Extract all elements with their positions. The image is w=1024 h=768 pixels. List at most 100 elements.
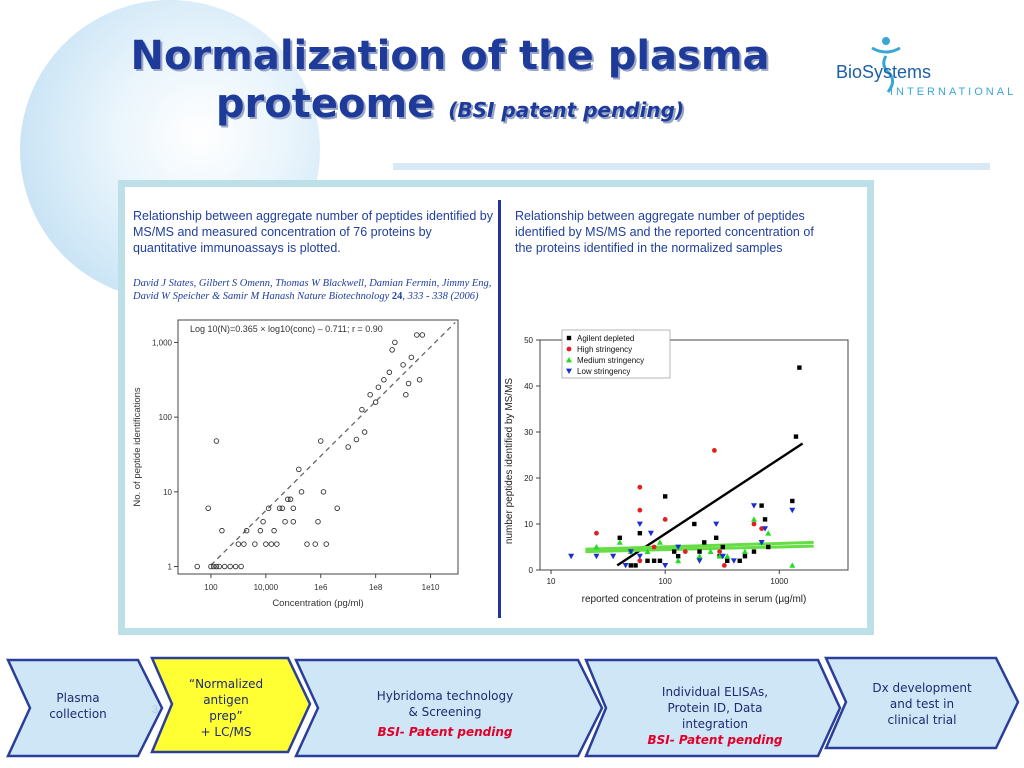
step-5-line-3: clinical trial bbox=[887, 713, 957, 727]
step-2-line-4: + LC/MS bbox=[200, 725, 252, 739]
chart1-point bbox=[274, 541, 280, 547]
chart1-point bbox=[304, 541, 310, 547]
chart2-point-square bbox=[662, 494, 668, 499]
chart1-point bbox=[419, 332, 426, 338]
chart1-point bbox=[271, 527, 277, 534]
chart2-point-triangle-down bbox=[622, 563, 629, 569]
chart1-point bbox=[290, 518, 297, 525]
chart2-y-tick-label: 10 bbox=[524, 520, 533, 529]
chart2-point-triangle-down bbox=[636, 553, 643, 560]
chart2-x-axis-label: reported concentration of proteins in se… bbox=[582, 594, 807, 605]
chart2-point-square bbox=[672, 549, 677, 554]
chart1-point bbox=[386, 369, 393, 376]
chart2-point-triangle-down bbox=[696, 558, 703, 564]
citation-pages: , 333 - 338 (2006) bbox=[402, 291, 479, 302]
step-1-label: Plasma collection bbox=[38, 690, 118, 722]
chart2-fit-line bbox=[585, 544, 814, 554]
chart2-point-square bbox=[793, 434, 799, 439]
chart2-point-triangle-down bbox=[662, 563, 669, 569]
chart1-frame bbox=[177, 319, 459, 575]
chart1-fit-line bbox=[210, 321, 456, 566]
chart2-point-square bbox=[675, 554, 681, 559]
step-2-line-3: prep” bbox=[209, 709, 243, 723]
chart1-point bbox=[194, 563, 200, 570]
chart2-point-square bbox=[790, 498, 795, 504]
chart2-x-tick-label: 1000 bbox=[770, 577, 788, 586]
step-5-line-2: and test in bbox=[889, 697, 955, 711]
chart2-point-triangle-down bbox=[636, 521, 643, 527]
chart2-y-tick-label: 30 bbox=[524, 428, 533, 437]
chart2-point-triangle-up bbox=[716, 553, 723, 559]
title-line-1: Normalization of the plasma bbox=[130, 33, 770, 79]
chart1-point bbox=[268, 541, 275, 547]
chart1-point bbox=[296, 466, 302, 473]
title-line-2: proteome bbox=[215, 81, 435, 127]
chart2-point-triangle-down bbox=[568, 553, 575, 560]
chart2-legend-marker bbox=[566, 346, 572, 352]
chart1-point bbox=[279, 505, 286, 512]
chart-peptides-vs-concentration: 100 10,000 1e6 1e8 1e10 1 10 100 1,000 Concentrat… bbox=[132, 319, 459, 609]
title-subtitle: (BSI patent pending) bbox=[448, 98, 685, 122]
step-3-patent-note: BSI- Patent pending bbox=[377, 725, 513, 739]
step-3-line-2: & Screening bbox=[408, 705, 482, 719]
step-2-line-1: “Normalized bbox=[188, 677, 264, 691]
step-5-label: Dx development and test in clinical tria… bbox=[852, 680, 992, 728]
chart2-point-circle bbox=[594, 530, 599, 536]
chart2-point-circle bbox=[712, 448, 717, 453]
panel-divider bbox=[498, 200, 501, 618]
chart1-point bbox=[238, 563, 244, 570]
chart2-point-triangle-up bbox=[741, 548, 748, 554]
chart1-point bbox=[263, 541, 269, 547]
chart1-x-tick-label: 1e10 bbox=[422, 583, 440, 592]
chart1-point bbox=[353, 436, 360, 443]
step-2-label: “Normalized antigen prep” + LC/MS bbox=[180, 676, 272, 740]
chart2-point-triangle-down bbox=[789, 507, 796, 514]
chart2-point-square bbox=[720, 544, 726, 550]
chart1-point bbox=[260, 518, 266, 525]
chart2-legend-marker bbox=[566, 357, 572, 363]
chart2-point-triangle-up bbox=[616, 539, 623, 545]
chart1-point bbox=[216, 563, 222, 570]
chart1-y-tick-label: 100 bbox=[159, 413, 173, 422]
chart1-point bbox=[219, 527, 225, 534]
chart2-point-square bbox=[737, 558, 742, 563]
chart1-x-tick-label: 1e8 bbox=[369, 583, 383, 592]
chart1-point bbox=[210, 563, 217, 570]
chart2-point-square bbox=[742, 554, 748, 559]
chart2-x-tick-label: 100 bbox=[658, 577, 672, 586]
process-step-2 bbox=[150, 656, 312, 754]
chart2-point-square bbox=[633, 563, 638, 568]
chart2-point-triangle-down bbox=[610, 553, 617, 560]
chart2-point-triangle-up bbox=[593, 544, 600, 550]
citation-volume: 24 bbox=[391, 291, 403, 302]
chart1-point bbox=[323, 541, 329, 547]
chart2-point-square bbox=[797, 365, 802, 370]
chart1-point bbox=[257, 527, 264, 534]
chart1-point bbox=[345, 444, 351, 450]
chart2-point-circle bbox=[637, 484, 643, 490]
step-4-line-1: Individual ELISAs, bbox=[661, 685, 769, 699]
chart2-point-triangle-down bbox=[713, 521, 720, 527]
chart2-point-triangle-up bbox=[789, 562, 796, 568]
chart2-point-square bbox=[766, 544, 771, 550]
right-description: Relationship between aggregate number of… bbox=[515, 209, 814, 255]
chart1-point bbox=[243, 527, 250, 534]
chart2-point-triangle-up bbox=[656, 539, 663, 545]
chart1-point bbox=[381, 377, 387, 383]
chart1-point bbox=[276, 505, 283, 512]
chart2-point-triangle-up bbox=[644, 548, 651, 554]
logo-subtext: INTERNATIONAL bbox=[890, 86, 1017, 98]
chart2-point-square bbox=[697, 549, 702, 554]
chart1-point bbox=[317, 438, 324, 444]
chart1-point bbox=[315, 518, 321, 525]
process-step-5 bbox=[824, 656, 1020, 750]
chart2-point-triangle-down bbox=[719, 553, 726, 560]
chart1-point bbox=[372, 399, 379, 405]
chart2-point-square bbox=[762, 517, 768, 522]
chart1-point bbox=[334, 505, 340, 512]
slide-title: Normalization of the plasma proteome (BS… bbox=[110, 32, 790, 134]
chart1-point bbox=[221, 563, 228, 570]
chart1-point bbox=[252, 541, 258, 547]
chart2-point-circle bbox=[721, 563, 727, 568]
chart2-point-circle bbox=[717, 549, 723, 554]
